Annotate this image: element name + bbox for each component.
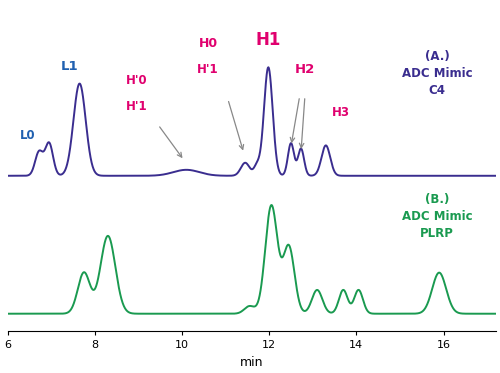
- Text: (B.)
ADC Mimic
PLRP: (B.) ADC Mimic PLRP: [402, 193, 472, 240]
- Text: H2: H2: [295, 63, 315, 76]
- Text: H0: H0: [198, 37, 218, 50]
- Text: H'1: H'1: [198, 63, 219, 76]
- Text: (A.)
ADC Mimic
C4: (A.) ADC Mimic C4: [402, 50, 472, 97]
- Text: H3: H3: [332, 106, 350, 119]
- Text: H1: H1: [256, 31, 281, 48]
- Text: L0: L0: [20, 129, 35, 142]
- X-axis label: min: min: [240, 356, 264, 369]
- Text: H'1: H'1: [126, 100, 147, 113]
- Text: L1: L1: [60, 60, 78, 73]
- Text: H'0: H'0: [126, 74, 147, 87]
